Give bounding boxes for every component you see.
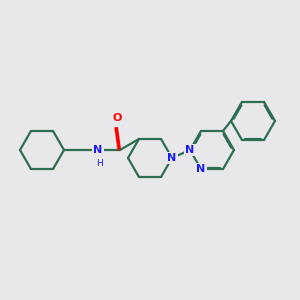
Text: N: N [185, 145, 195, 155]
Text: O: O [112, 113, 122, 123]
Text: N: N [196, 164, 206, 174]
Text: N: N [167, 153, 177, 163]
Text: N: N [93, 145, 103, 155]
Text: H: H [96, 158, 102, 167]
